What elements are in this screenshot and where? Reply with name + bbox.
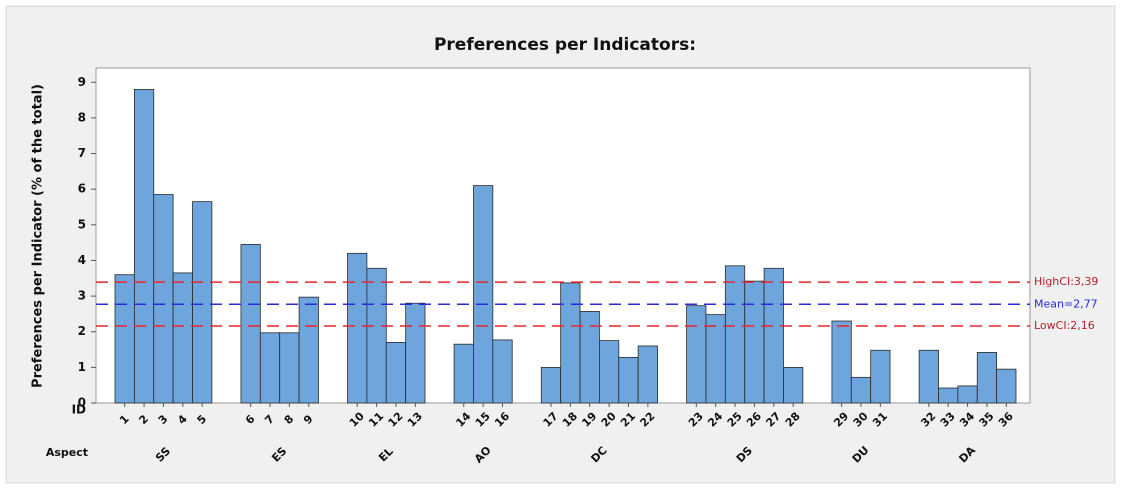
bar (192, 201, 213, 404)
y-tick-label: 5 (78, 217, 86, 231)
bar (724, 265, 746, 404)
y-tick-label: 9 (78, 75, 86, 89)
aspect-row-label: Aspect (46, 446, 88, 459)
bar (686, 305, 707, 404)
y-tick-label: 2 (78, 324, 86, 338)
bar (240, 244, 261, 404)
y-tick-label: 4 (78, 253, 86, 267)
bar (473, 185, 494, 404)
y-tick-label: 3 (78, 289, 86, 303)
chart-title: Preferences per Indicators: (434, 35, 696, 55)
bar (347, 252, 368, 404)
bar (453, 343, 474, 404)
bar (540, 366, 562, 404)
bar (405, 302, 426, 404)
bar (279, 332, 300, 404)
bar (831, 320, 852, 404)
y-axis-label: Preferences per Indicator (% of the tota… (31, 84, 46, 388)
bar (870, 349, 891, 404)
bar (996, 368, 1017, 404)
bar (763, 267, 784, 404)
bar (366, 267, 387, 404)
reference-label: HighCI:3,39 (1034, 275, 1098, 288)
bar (492, 339, 513, 404)
bar (172, 272, 193, 404)
bar (259, 332, 281, 404)
bar (976, 351, 998, 404)
bar (783, 366, 804, 404)
bar (637, 345, 658, 404)
reference-label: Mean=2,77 (1034, 297, 1098, 310)
bar (918, 349, 939, 404)
bar (153, 194, 174, 404)
bar (938, 387, 959, 404)
bar (957, 385, 978, 404)
bar (114, 274, 135, 404)
y-tick-label: 7 (78, 146, 86, 160)
bar (599, 340, 620, 404)
bar (133, 88, 155, 404)
reference-label: LowCI:2,16 (1034, 319, 1095, 332)
bar (560, 282, 581, 404)
bar (744, 280, 765, 404)
bar (850, 376, 872, 404)
bar (298, 296, 319, 404)
bar (385, 342, 407, 404)
y-tick-label: 1 (78, 360, 86, 374)
y-tick-label: 8 (78, 110, 86, 124)
bar (618, 356, 639, 404)
bar (705, 314, 726, 404)
y-tick-label: 0 (78, 396, 86, 410)
bar (579, 311, 600, 404)
id-row-label: ID (72, 403, 86, 417)
y-tick-label: 6 (78, 182, 86, 196)
